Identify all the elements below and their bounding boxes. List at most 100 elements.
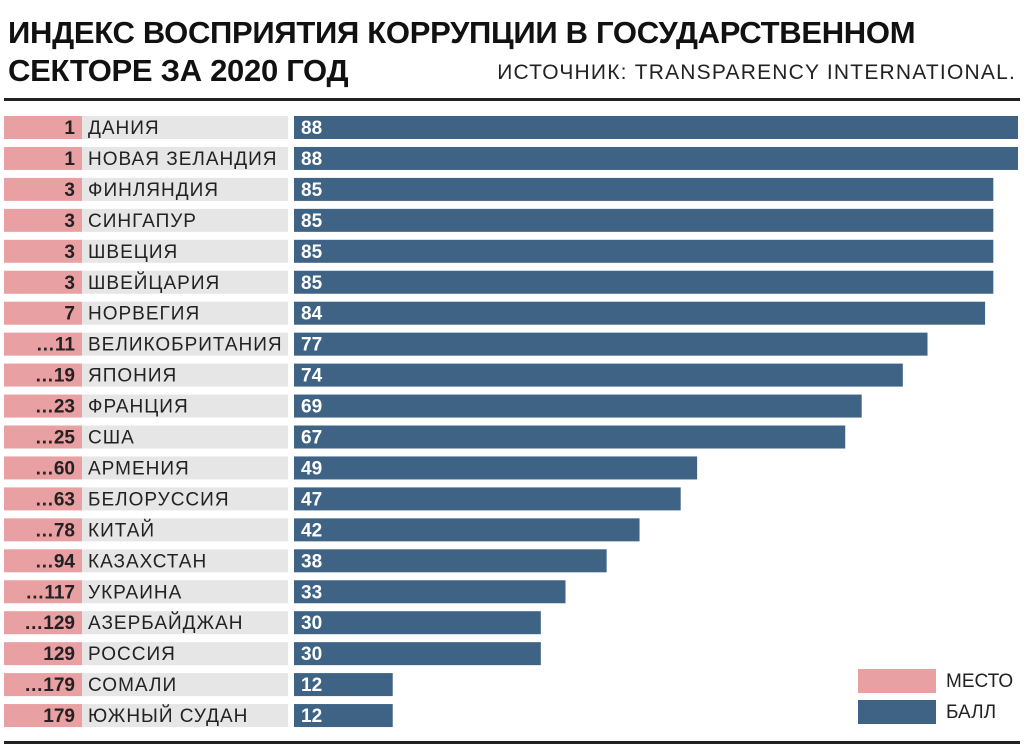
- score-label: 85: [301, 180, 323, 201]
- bar-row: 3 СИНГАПУР 85: [4, 208, 994, 232]
- score-bar: [294, 425, 846, 449]
- country-cell: [82, 487, 288, 511]
- bar-row: …94 КАЗАХСТАН 38: [4, 549, 607, 573]
- rank-cell: [4, 487, 82, 511]
- rank-label: 1: [64, 118, 75, 139]
- score-label: 69: [301, 397, 322, 418]
- score-bar: [294, 270, 994, 294]
- rank-cell: [4, 208, 82, 232]
- country-label: ШВЕЙЦАРИЯ: [88, 272, 220, 294]
- bar-row: …179 СОМАЛИ 12: [4, 673, 393, 697]
- rank-label: …60: [35, 458, 75, 479]
- score-bar: [294, 518, 640, 542]
- rank-label: 3: [64, 211, 75, 232]
- legend-item-rank: МЕСТО: [858, 669, 1023, 693]
- score-label: 88: [301, 118, 322, 139]
- score-label: 67: [301, 428, 322, 449]
- bar-row: …60 АРМЕНИЯ 49: [4, 456, 698, 480]
- legend-label-rank: МЕСТО: [946, 671, 1014, 692]
- score-label: 84: [301, 304, 323, 325]
- country-cell: [82, 239, 288, 263]
- rank-label: 3: [64, 242, 75, 263]
- rank-cell: [4, 673, 82, 697]
- score-label: 38: [301, 551, 322, 572]
- country-cell: [82, 270, 288, 294]
- rank-cell: [4, 177, 82, 201]
- country-label: УКРАИНА: [88, 582, 182, 603]
- rank-cell: [4, 456, 82, 480]
- title-line-2: СЕКТОРЕ ЗА 2020 ГОД: [8, 53, 349, 88]
- score-label: 30: [301, 644, 322, 665]
- score-bar: [294, 549, 607, 573]
- country-label: ВЕЛИКОБРИТАНИЯ: [88, 335, 283, 356]
- legend-swatch-rank: [858, 669, 936, 693]
- bar-row: …117 УКРАИНА 33: [4, 580, 566, 604]
- country-cell: [82, 673, 288, 697]
- score-bar: [294, 611, 541, 635]
- score-label: 12: [301, 675, 322, 696]
- legend-swatch-score: [858, 700, 936, 724]
- score-bar: [294, 704, 393, 728]
- country-label: КИТАЙ: [88, 519, 155, 541]
- rank-cell: [4, 301, 82, 325]
- rank-cell: [4, 518, 82, 542]
- rank-cell: [4, 704, 82, 728]
- rank-cell: [4, 270, 82, 294]
- score-bar: [294, 580, 566, 604]
- country-cell: [82, 456, 288, 480]
- score-bar: [294, 394, 862, 418]
- country-cell: [82, 704, 288, 728]
- country-cell: [82, 611, 288, 635]
- rank-label: 3: [64, 273, 75, 294]
- score-bar: [294, 208, 994, 232]
- rank-cell: [4, 332, 82, 356]
- source-note: ИСТОЧНИК: TRANSPARENCY INTERNATIONAL.: [497, 61, 1016, 84]
- rank-cell: [4, 580, 82, 604]
- country-cell: [82, 208, 288, 232]
- country-label: ФРАНЦИЯ: [88, 397, 189, 418]
- country-cell: [82, 642, 288, 666]
- rank-cell: [4, 239, 82, 263]
- country-label: СОМАЛИ: [88, 675, 177, 696]
- country-label: СИНГАПУР: [88, 211, 197, 232]
- country-cell: [82, 301, 288, 325]
- chart-title: ИНДЕКС ВОСПРИЯТИЯ КОРРУПЦИИ В ГОСУДАРСТВ…: [8, 14, 1018, 90]
- score-label: 88: [301, 149, 322, 170]
- rank-label: …63: [35, 489, 75, 510]
- rank-label: …11: [36, 335, 76, 356]
- score-bar: [294, 642, 541, 666]
- top-divider: [4, 98, 1020, 101]
- score-bar: [294, 363, 903, 387]
- score-bar: [294, 116, 1018, 139]
- legend-item-score: БАЛЛ: [858, 700, 1023, 724]
- bar-row: …78 КИТАЙ 42: [4, 518, 640, 542]
- rank-cell: [4, 116, 82, 139]
- score-label: 49: [301, 458, 322, 479]
- bar-row: …11 ВЕЛИКОБРИТАНИЯ 77: [4, 332, 928, 356]
- country-label: РОССИЯ: [88, 644, 176, 665]
- bar-row: …19 ЯПОНИЯ 74: [4, 363, 903, 387]
- country-cell: [82, 116, 288, 139]
- rank-cell: [4, 363, 82, 387]
- bar-row: …129 АЗЕРБАЙДЖАН 30: [4, 611, 541, 635]
- rank-label: …179: [24, 675, 75, 696]
- bottom-divider: [4, 741, 1020, 744]
- country-cell: [82, 425, 288, 449]
- bar-row: …63 БЕЛОРУССИЯ 47: [4, 487, 681, 511]
- rank-cell: [4, 394, 82, 418]
- score-label: 33: [301, 582, 322, 603]
- rank-label: …25: [35, 428, 76, 449]
- score-bar: [294, 177, 994, 201]
- rank-cell: [4, 425, 82, 449]
- bar-row: …25 США 67: [4, 425, 846, 449]
- score-bar: [294, 456, 698, 480]
- country-cell: [82, 177, 288, 201]
- country-label: БЕЛОРУССИЯ: [88, 489, 230, 510]
- score-label: 74: [301, 366, 323, 387]
- country-cell: [82, 332, 288, 356]
- country-label: АРМЕНИЯ: [88, 458, 190, 479]
- score-label: 77: [301, 335, 322, 356]
- score-bar: [294, 301, 986, 325]
- legend-label-score: БАЛЛ: [946, 702, 997, 723]
